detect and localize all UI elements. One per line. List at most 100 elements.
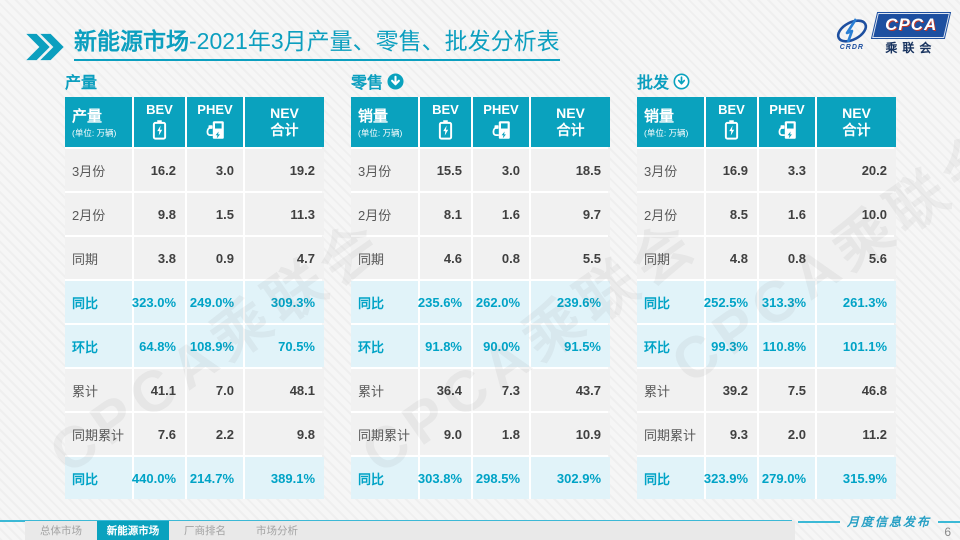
logo-association-label: 乘联会 xyxy=(885,41,937,55)
caption-dash xyxy=(938,520,960,523)
nav-tab-总体市场[interactable]: 总体市场 xyxy=(40,525,82,537)
column-header-NEV: NEV 合计 xyxy=(531,97,610,147)
cell-value: 8.1 xyxy=(420,193,471,235)
cell-value: 235.6% xyxy=(418,281,471,323)
battery-icon xyxy=(152,119,167,141)
corner-unit: (单位: 万辆) xyxy=(358,128,403,138)
cell-value: 9.0 xyxy=(420,413,471,455)
row-label: 环比 xyxy=(637,325,704,367)
cell-value: 46.8 xyxy=(817,369,896,411)
table-section-产量: 产量 产量 (单位: 万辆) BEV PHEV NEV 合计 3月份 16.2 3.0 19.2 2月… xyxy=(65,70,324,499)
cell-value: 8.5 xyxy=(706,193,757,235)
battery-icon xyxy=(724,119,739,141)
cell-value: 1.6 xyxy=(759,193,815,235)
cell-value: 262.0% xyxy=(473,281,529,323)
nav-tab-新能源市场[interactable]: 新能源市场 xyxy=(97,521,169,540)
cell-value: 15.5 xyxy=(420,149,471,191)
cell-value: 108.9% xyxy=(187,325,243,367)
cell-value: 39.2 xyxy=(706,369,757,411)
column-header-PHEV: PHEV xyxy=(187,97,243,147)
row-label: 3月份 xyxy=(351,149,418,191)
tables-row: 产量 产量 (单位: 万辆) BEV PHEV NEV 合计 3月份 16.2 3.0 19.2 2月… xyxy=(65,70,896,499)
cell-value: 3.3 xyxy=(759,149,815,191)
cell-value: 0.9 xyxy=(187,237,243,279)
cell-value: 214.7% xyxy=(187,457,243,499)
cell-value: 0.8 xyxy=(473,237,529,279)
row-label: 环比 xyxy=(65,325,132,367)
data-table: 销量 (单位: 万辆) BEV PHEV NEV 合计 3月份 15.5 3.0 18.5 2月份 8… xyxy=(351,97,610,499)
cell-value: 3.0 xyxy=(187,149,243,191)
cell-value: 16.9 xyxy=(706,149,757,191)
page-title-main: 新能源市场 xyxy=(74,28,189,54)
arrow-down-solid-icon xyxy=(387,72,404,90)
cell-value: 309.3% xyxy=(245,281,324,323)
cell-value: 10.9 xyxy=(531,413,610,455)
cell-value: 303.8% xyxy=(418,457,471,499)
column-header-BEV: BEV xyxy=(706,97,757,147)
charger-icon xyxy=(776,119,798,141)
cell-value: 4.8 xyxy=(706,237,757,279)
row-label: 同比 xyxy=(637,281,704,323)
cell-value: 7.0 xyxy=(187,369,243,411)
caption-dash xyxy=(797,520,840,523)
column-label: NEV xyxy=(842,105,871,122)
cell-value: 16.2 xyxy=(134,149,185,191)
row-label: 同期累计 xyxy=(351,413,418,455)
column-label: NEV xyxy=(270,105,299,122)
column-label: BEV xyxy=(432,102,459,118)
row-label: 3月份 xyxy=(637,149,704,191)
cell-value: 323.0% xyxy=(132,281,185,323)
nav-tab-市场分析[interactable]: 市场分析 xyxy=(256,525,298,537)
cell-value: 5.6 xyxy=(817,237,896,279)
data-table: 产量 (单位: 万辆) BEV PHEV NEV 合计 3月份 16.2 3.0 19.2 2月份 9… xyxy=(65,97,324,499)
cell-value: 64.8% xyxy=(134,325,185,367)
column-sublabel: 合计 xyxy=(842,122,871,138)
cpca-emblem-icon: CRDR xyxy=(833,18,871,51)
row-label: 同比 xyxy=(637,457,704,499)
cell-value: 298.5% xyxy=(473,457,529,499)
cell-value: 9.8 xyxy=(245,413,324,455)
cell-value: 91.8% xyxy=(420,325,471,367)
column-label: PHEV xyxy=(483,102,519,118)
row-label: 同比 xyxy=(351,281,418,323)
cell-value: 249.0% xyxy=(187,281,243,323)
cell-value: 313.3% xyxy=(759,281,815,323)
battery-icon xyxy=(438,119,453,141)
cell-value: 101.1% xyxy=(817,325,896,367)
cell-value: 90.0% xyxy=(473,325,529,367)
cell-value: 7.3 xyxy=(473,369,529,411)
cell-value: 315.9% xyxy=(817,457,896,499)
row-label: 同期 xyxy=(65,237,132,279)
row-label: 同期 xyxy=(351,237,418,279)
cell-value: 239.6% xyxy=(531,281,610,323)
row-label: 同期累计 xyxy=(637,413,704,455)
cell-value: 252.5% xyxy=(704,281,757,323)
column-label: PHEV xyxy=(769,102,805,118)
column-header-PHEV: PHEV xyxy=(473,97,529,147)
cpca-wordmark: CPCA xyxy=(871,13,950,38)
cell-value: 2.0 xyxy=(759,413,815,455)
cell-value: 110.8% xyxy=(759,325,815,367)
cell-value: 99.3% xyxy=(706,325,757,367)
cell-value: 0.8 xyxy=(759,237,815,279)
charger-icon xyxy=(204,119,226,141)
table-section-零售: 零售 销量 (单位: 万辆) BEV PHEV NEV 合计 3月份 15.5 3.0 18.5 2月… xyxy=(351,70,610,499)
corner-label: 销量 xyxy=(358,108,389,125)
corner-unit: (单位: 万辆) xyxy=(72,128,117,138)
page-number: 6 xyxy=(944,525,951,539)
row-label: 同比 xyxy=(351,457,418,499)
cell-value: 261.3% xyxy=(817,281,896,323)
header: 新能源市场-2021年3月产量、零售、批发分析表 xyxy=(26,22,560,61)
cell-value: 1.8 xyxy=(473,413,529,455)
corner-label: 销量 xyxy=(644,108,675,125)
cell-value: 3.8 xyxy=(134,237,185,279)
cell-value: 91.5% xyxy=(531,325,610,367)
section-title: 批发 xyxy=(637,75,670,92)
nav-tab-厂商排名[interactable]: 厂商排名 xyxy=(184,525,226,537)
cell-value: 7.5 xyxy=(759,369,815,411)
cell-value: 11.2 xyxy=(817,413,896,455)
row-label: 2月份 xyxy=(351,193,418,235)
table-corner-header: 销量 (单位: 万辆) xyxy=(351,97,418,147)
cell-value: 1.5 xyxy=(187,193,243,235)
